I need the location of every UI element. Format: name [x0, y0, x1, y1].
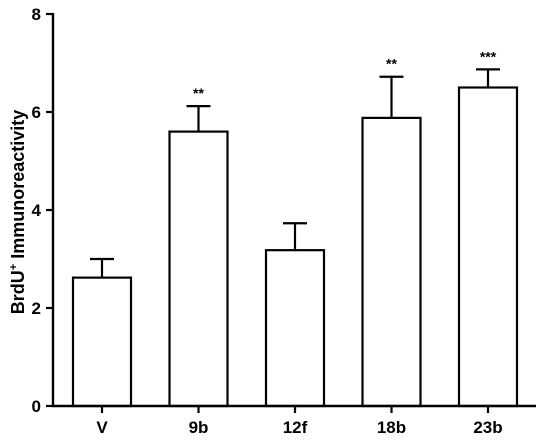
y-tick-label-2: 2 — [32, 299, 41, 318]
significance-layer: **** *** — [193, 48, 497, 101]
x-tick-label-9b: 9b — [189, 418, 209, 437]
y-axis-label-main: BrdU — [8, 270, 28, 314]
x-tick-label-18b: 18b — [377, 418, 406, 437]
bar-9b — [168, 130, 229, 408]
ticks-layer: V 9b 12f 18b 23b 0 2 4 6 8 — [32, 5, 503, 437]
y-tick-label-8: 8 — [32, 5, 41, 24]
error-bars-layer — [90, 68, 500, 278]
bar-12f — [264, 249, 326, 408]
bar-18b — [361, 116, 422, 408]
significance-label-18b: ** — [386, 56, 397, 72]
bar-23b — [457, 86, 519, 408]
x-tick-label-V: V — [96, 418, 108, 437]
y-axis-label-rest: Immunoreactivity — [8, 110, 28, 264]
significance-label-23b: *** — [480, 48, 497, 64]
y-axis-label-sup: + — [8, 264, 20, 270]
bar-V — [71, 276, 133, 408]
x-tick-label-12f: 12f — [283, 418, 308, 437]
y-tick-label-4: 4 — [32, 201, 42, 220]
x-tick-label-23b: 23b — [473, 418, 502, 437]
y-tick-label-6: 6 — [32, 103, 41, 122]
y-tick-label-0: 0 — [32, 397, 41, 416]
significance-label-9b: ** — [193, 85, 204, 101]
y-axis-label: BrdU+ Immunoreactivity — [8, 110, 28, 314]
